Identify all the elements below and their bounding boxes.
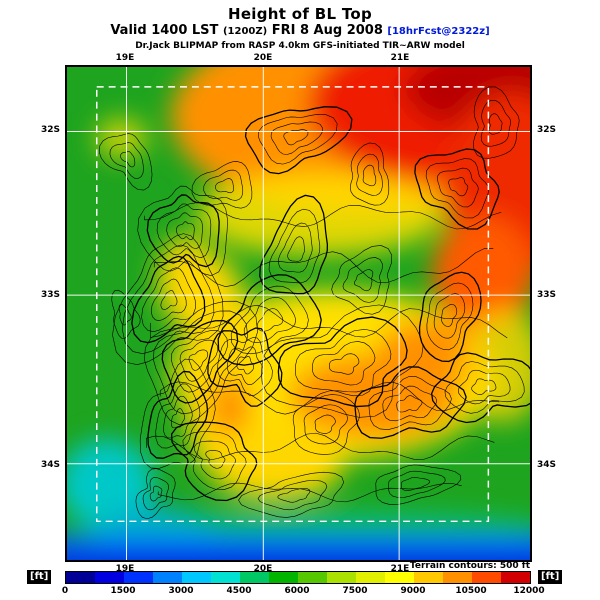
colorbar-segment xyxy=(472,572,501,583)
valid-date: FRI 8 Aug 2008 xyxy=(271,23,383,38)
colorbar-segment xyxy=(298,572,327,583)
valid-line: Valid 1400 LST (1200Z) FRI 8 Aug 2008 [1… xyxy=(0,23,600,38)
colorbar-tick: 0 xyxy=(61,586,69,596)
colorbar-segment xyxy=(269,572,298,583)
model-info-line: Dr.Jack BLIPMAP from RASP 4.0km GFS-init… xyxy=(135,41,465,51)
lat-tick-label: 34S xyxy=(40,460,60,470)
colorbar-tick: 10500 xyxy=(455,586,487,596)
colorbar-segment xyxy=(211,572,240,583)
lat-tick-label: 32S xyxy=(537,125,557,135)
colorbar-tick: 6000 xyxy=(284,586,310,596)
colorbar-segment xyxy=(327,572,356,583)
bl-height-field xyxy=(67,67,530,560)
colorbar-tick: 9000 xyxy=(400,586,426,596)
lon-tick-label: 20E xyxy=(253,564,273,574)
colorbar-unit-right: [ft] xyxy=(538,570,563,584)
valid-prefix: Valid 1400 LST xyxy=(110,23,219,38)
colorbar-segment xyxy=(414,572,443,583)
lon-tick-label: 21E xyxy=(390,53,410,63)
colorbar-segment xyxy=(443,572,472,583)
lon-tick-label: 19E xyxy=(115,564,135,574)
colorbar-segment xyxy=(240,572,269,583)
colorbar-tick: 7500 xyxy=(342,586,368,596)
lat-tick-label: 33S xyxy=(40,290,60,300)
colorbar-segment xyxy=(182,572,211,583)
colorbar-segment xyxy=(501,572,530,583)
colorbar-tick: 12000 xyxy=(513,586,545,596)
lat-tick-label: 34S xyxy=(537,460,557,470)
colorbar-segment xyxy=(66,572,95,583)
colorbar-segment xyxy=(153,572,182,583)
lat-tick-label: 32S xyxy=(40,125,60,135)
colorbar-unit-left: [ft] xyxy=(27,570,52,584)
colorbar-segment xyxy=(356,572,385,583)
colorbar-tick: 3000 xyxy=(168,586,194,596)
colorbar-segment xyxy=(124,572,153,583)
valid-forecast-tag: [18hrFcst@2322z] xyxy=(387,26,490,37)
map-panel xyxy=(65,65,532,562)
colorbar-tick: 1500 xyxy=(110,586,136,596)
lon-tick-label: 21E xyxy=(390,564,410,574)
lon-tick-label: 20E xyxy=(253,53,273,63)
terrain-contours xyxy=(98,86,530,520)
lat-tick-label: 33S xyxy=(537,290,557,300)
colorbar-tick-labels: 0 1500 3000 4500 6000 7500 9000 10500 12… xyxy=(61,586,545,597)
colorbar-tick: 4500 xyxy=(226,586,252,596)
latlon-grid xyxy=(67,67,530,560)
colorbar-segment xyxy=(95,572,124,583)
bl-top-heatmap xyxy=(67,67,530,560)
page-title: Height of BL Top xyxy=(227,5,373,23)
colorbar-segment xyxy=(385,572,414,583)
colorbar xyxy=(65,571,531,584)
terrain-contours-note: Terrain contours: 500 ft xyxy=(409,561,530,571)
lon-tick-label: 19E xyxy=(115,53,135,63)
valid-zulu: (1200Z) xyxy=(222,26,268,37)
